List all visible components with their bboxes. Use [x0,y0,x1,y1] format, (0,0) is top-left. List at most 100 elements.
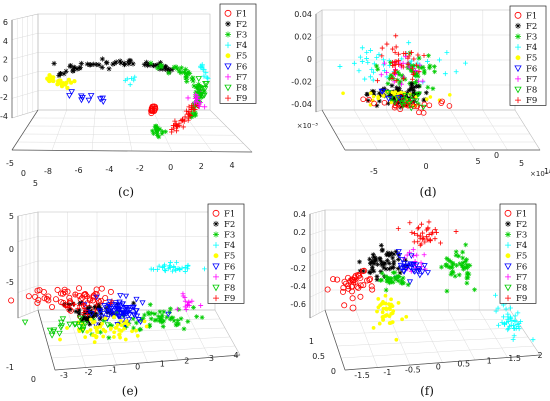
data-point-f2 [85,315,90,320]
data-point-f9 [189,103,195,109]
data-point-f4 [507,323,512,329]
z-tick-label: -0.02 [291,78,312,87]
y-tick-label: 3 [209,354,214,363]
data-point-f1 [426,102,433,109]
legend-label: F2 [224,220,235,230]
data-point-f6 [106,310,113,316]
data-point-f1 [381,99,388,106]
data-point-f6 [398,265,405,272]
legend-marker-f4 [225,42,231,49]
data-point-f2 [104,59,110,66]
data-point-f3 [158,64,164,70]
data-point-f1 [58,290,65,297]
data-point-f2 [371,88,377,94]
data-point-f3 [146,311,152,317]
data-point-f8 [201,86,209,93]
data-point-f8 [408,93,415,100]
data-point-f3 [159,312,165,318]
legend-marker-f6 [224,63,232,71]
grid-line [91,109,96,151]
data-point-f2 [63,68,69,74]
data-point-f3 [174,321,180,327]
data-point-f8 [78,321,85,328]
data-point-f4 [371,61,377,67]
data-point-f1 [366,96,372,103]
data-point-f2 [374,277,380,283]
data-point-f5 [390,311,395,316]
data-point-f3 [456,253,462,259]
grid-line [48,336,231,347]
data-point-f2 [412,91,418,97]
z-tick-label: 0 [301,246,306,255]
data-point-f3 [171,64,177,71]
data-point-f3 [396,273,402,279]
data-point-f9 [432,226,438,232]
data-point-f4 [384,74,390,80]
data-point-f3 [395,69,401,75]
legend-label: F1 [516,209,527,219]
legend-marker-f2 [225,20,231,27]
grid-line [386,309,411,366]
data-point-f4 [505,327,511,333]
data-point-f9 [417,242,423,248]
data-point-f4 [357,54,363,60]
data-point-f4 [442,71,448,77]
data-point-f6 [97,96,104,103]
data-point-f9 [169,129,175,135]
data-point-f6 [408,253,415,259]
data-point-f5 [404,314,409,319]
data-point-f9 [180,117,186,123]
data-point-f1 [148,106,155,112]
data-point-f3 [155,65,161,71]
data-point-f2 [143,59,149,65]
data-point-f1 [364,277,371,284]
y-tick-label: 5 [519,159,524,168]
data-point-f2 [380,247,385,253]
data-point-f5 [122,321,127,326]
data-point-f2 [367,269,372,275]
legend-label: F9 [516,294,527,304]
data-point-f1 [345,274,352,281]
data-point-f1 [371,100,377,107]
data-point-f9 [390,46,396,52]
data-point-f8 [71,321,78,328]
data-point-f7 [420,78,426,84]
data-point-f2 [106,66,112,72]
data-point-f3 [168,316,173,322]
data-point-f9 [407,220,413,226]
data-point-f4 [399,56,405,62]
data-point-f7 [189,298,195,304]
data-point-f2 [357,259,362,265]
data-point-f4 [505,316,511,322]
legend-marker-f4 [213,242,219,249]
data-point-f2 [391,251,397,257]
data-point-f2 [84,61,90,67]
grid-line [51,345,236,359]
data-point-f3 [197,94,203,101]
data-point-f2 [87,62,93,68]
data-point-f4 [493,292,498,298]
chart-caption: (f) [420,384,434,398]
data-point-f4 [368,48,373,53]
data-point-f2 [361,268,366,274]
data-point-f2 [92,305,98,311]
data-point-f8 [76,315,84,322]
data-point-f7 [180,291,186,297]
data-point-f2 [157,59,163,66]
data-point-f3 [415,73,421,79]
data-point-f6 [119,301,126,307]
z-tick-label: -5 [6,278,14,287]
data-point-f2 [379,262,385,268]
data-point-f1 [76,293,83,300]
data-point-f3 [411,63,416,69]
data-point-f9 [76,303,82,308]
data-point-f2 [368,261,373,267]
data-point-f9 [396,51,401,57]
x-axis-line [344,354,541,371]
data-point-f1 [369,286,376,293]
data-point-f8 [59,316,67,323]
data-point-f3 [191,112,197,118]
data-point-f9 [375,78,380,84]
data-point-f2 [394,85,400,91]
data-point-f1 [35,296,42,303]
